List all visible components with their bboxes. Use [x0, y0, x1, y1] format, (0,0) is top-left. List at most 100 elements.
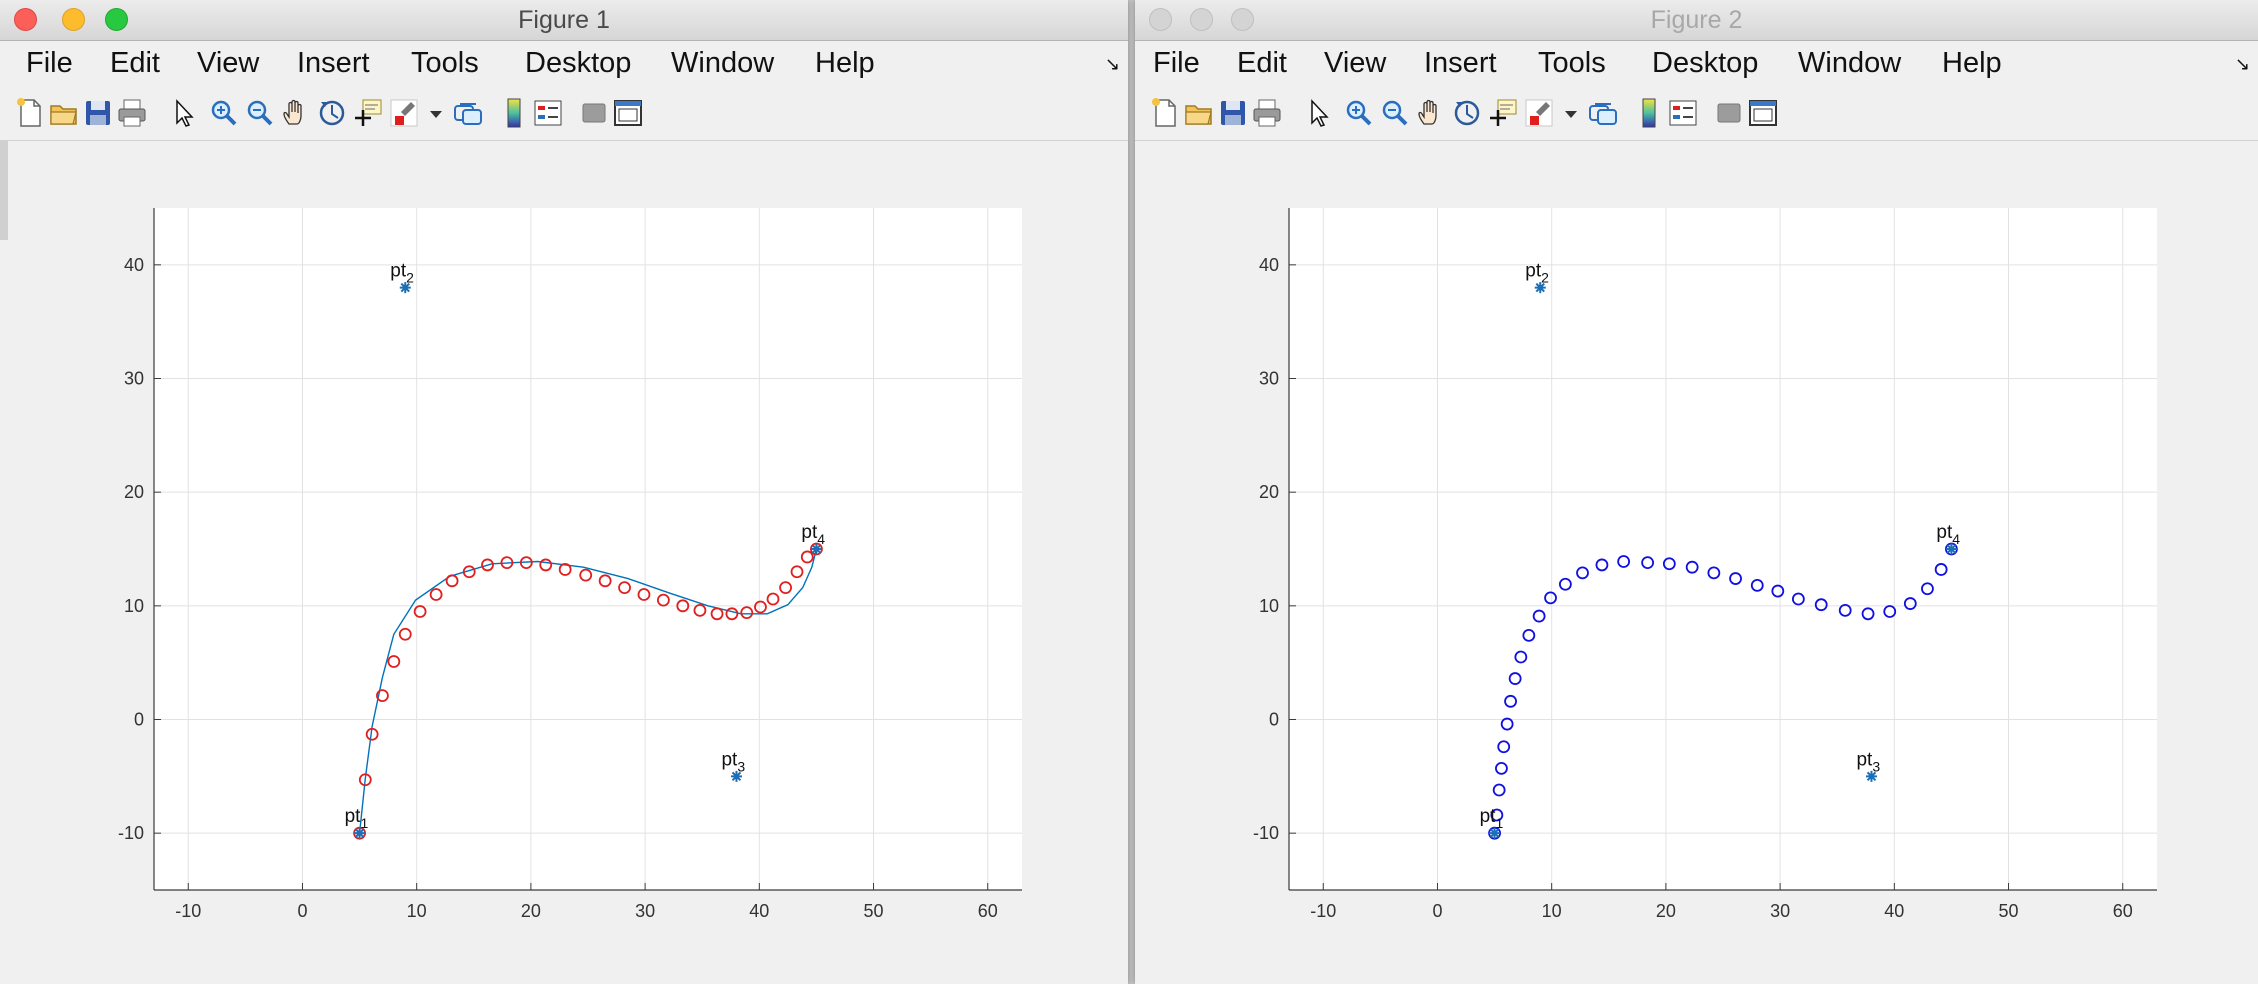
pointer-icon[interactable]	[165, 96, 199, 130]
menu-file[interactable]: File	[26, 47, 73, 79]
print-icon[interactable]	[1250, 96, 1284, 130]
x-tick-label: 50	[1999, 901, 2019, 921]
data-cursor-icon[interactable]	[351, 96, 385, 130]
curve-point-marker	[1495, 761, 1508, 775]
brush-icon[interactable]	[1522, 96, 1556, 130]
legend-icon[interactable]	[531, 96, 565, 130]
menu-view[interactable]: View	[1324, 47, 1387, 79]
control-point-marker	[1489, 827, 1501, 839]
curve-point-marker	[1576, 566, 1589, 580]
x-tick-label: -10	[175, 901, 201, 921]
pointer-icon[interactable]	[1300, 96, 1334, 130]
x-tick-label: -10	[1310, 901, 1336, 921]
menu-file[interactable]: File	[1153, 47, 1200, 79]
show-plot-tools-icon[interactable]	[1746, 96, 1780, 130]
control-point-marker	[730, 770, 742, 782]
figure2-menubar: File Edit View Insert Tools Desktop Wind…	[1135, 40, 2258, 88]
menu-insert[interactable]: Insert	[1424, 47, 1497, 79]
curve-point-marker	[1522, 628, 1536, 642]
figure2-axes[interactable]: -10 0 10 20 30 40 50 60 -10 0 10 20 30 40 pt1 pt2 pt3 pt4	[1135, 141, 2258, 984]
zoom-out-icon[interactable]	[1378, 96, 1412, 130]
curve-point-marker	[413, 605, 427, 618]
rotate-3d-icon[interactable]	[315, 96, 349, 130]
close-window-icon[interactable]	[1149, 8, 1172, 31]
curve-line	[358, 548, 818, 834]
zoom-in-icon[interactable]	[207, 96, 241, 130]
y-tick-label: 30	[1259, 369, 1279, 389]
open-file-icon[interactable]	[1182, 96, 1216, 130]
dropdown-arrow-icon[interactable]	[419, 96, 442, 130]
rotate-3d-icon[interactable]	[1450, 96, 1484, 130]
brush-icon[interactable]	[387, 96, 421, 130]
figure2-titlebar[interactable]: Figure 2	[1135, 0, 2258, 41]
maximize-window-icon[interactable]	[1231, 8, 1254, 31]
curve-point-marker	[1490, 808, 1504, 822]
menu-help[interactable]: Help	[815, 47, 875, 79]
x-tick-label: 60	[978, 901, 998, 921]
x-tick-label: 0	[297, 901, 307, 921]
pan-hand-icon[interactable]	[1414, 96, 1448, 130]
curve-point-marker	[1883, 605, 1897, 618]
link-plot-icon[interactable]	[451, 96, 485, 130]
control-point-label: pt4	[801, 522, 825, 547]
zoom-in-icon[interactable]	[1342, 96, 1376, 130]
new-figure-icon[interactable]	[13, 96, 47, 130]
close-window-icon[interactable]	[14, 8, 37, 31]
menu-desktop[interactable]: Desktop	[525, 47, 632, 79]
curve-point-marker	[558, 563, 572, 576]
save-icon[interactable]	[81, 96, 115, 130]
print-icon[interactable]	[115, 96, 149, 130]
menu-help[interactable]: Help	[1942, 47, 2002, 79]
minimize-window-icon[interactable]	[1190, 8, 1213, 31]
menu-tools[interactable]: Tools	[1538, 47, 1606, 79]
colorbar-icon[interactable]	[497, 96, 531, 130]
figure1-titlebar[interactable]: Figure 1	[0, 0, 1128, 41]
y-tick-label: 30	[124, 369, 144, 389]
colorbar-icon[interactable]	[1632, 96, 1666, 130]
menu-insert[interactable]: Insert	[297, 47, 370, 79]
undock-arrow-icon[interactable]: ↘	[2234, 54, 2250, 74]
menu-tools[interactable]: Tools	[411, 47, 479, 79]
menu-desktop[interactable]: Desktop	[1652, 47, 1759, 79]
x-tick-label: 50	[864, 901, 884, 921]
link-plot-icon[interactable]	[1586, 96, 1620, 130]
menu-edit[interactable]: Edit	[110, 47, 160, 79]
hide-plot-tools-icon[interactable]	[1712, 96, 1746, 130]
curve-point-marker	[358, 773, 372, 787]
control-point-label: pt1	[345, 806, 369, 831]
show-plot-tools-icon[interactable]	[611, 96, 645, 130]
curve-point-marker	[1814, 598, 1828, 612]
pan-hand-icon[interactable]	[279, 96, 313, 130]
undock-arrow-icon[interactable]: ↘	[1104, 54, 1120, 74]
open-file-icon[interactable]	[47, 96, 81, 130]
curve-point-marker	[618, 581, 631, 595]
y-tick-label: 10	[1259, 596, 1279, 616]
menu-view[interactable]: View	[197, 47, 260, 79]
dropdown-arrow-icon[interactable]	[1554, 96, 1577, 130]
new-figure-icon[interactable]	[1148, 96, 1182, 130]
y-tick-label: 0	[134, 710, 144, 730]
data-cursor-icon[interactable]	[1486, 96, 1520, 130]
menu-edit[interactable]: Edit	[1237, 47, 1287, 79]
legend-icon[interactable]	[1666, 96, 1700, 130]
control-point-label: pt2	[1525, 261, 1549, 286]
menu-window[interactable]: Window	[1798, 47, 1902, 79]
hide-plot-tools-icon[interactable]	[577, 96, 611, 130]
curve-point-marker	[579, 568, 593, 582]
maximize-window-icon[interactable]	[105, 8, 128, 31]
minimize-window-icon[interactable]	[62, 8, 85, 31]
figure1-axes[interactable]: -10 0 10 20 30 40 50 60 -10 0 10 20 30 40 pt1 pt2 pt3 pt4	[0, 141, 1128, 984]
y-tick-label: -10	[118, 823, 144, 843]
curve-point-marker	[1558, 577, 1572, 591]
figure1-menubar: File Edit View Insert Tools Desktop Wind…	[0, 40, 1128, 88]
curve-point-marker	[1838, 603, 1852, 617]
curve-point-marker	[387, 655, 401, 668]
control-point-marker	[810, 543, 822, 555]
menu-window[interactable]: Window	[671, 47, 775, 79]
x-tick-label: 10	[407, 901, 427, 921]
save-icon[interactable]	[1216, 96, 1250, 130]
x-tick-label: 20	[521, 901, 541, 921]
curve-point-marker	[1532, 609, 1546, 623]
curve-point-marker	[429, 588, 443, 601]
zoom-out-icon[interactable]	[243, 96, 277, 130]
